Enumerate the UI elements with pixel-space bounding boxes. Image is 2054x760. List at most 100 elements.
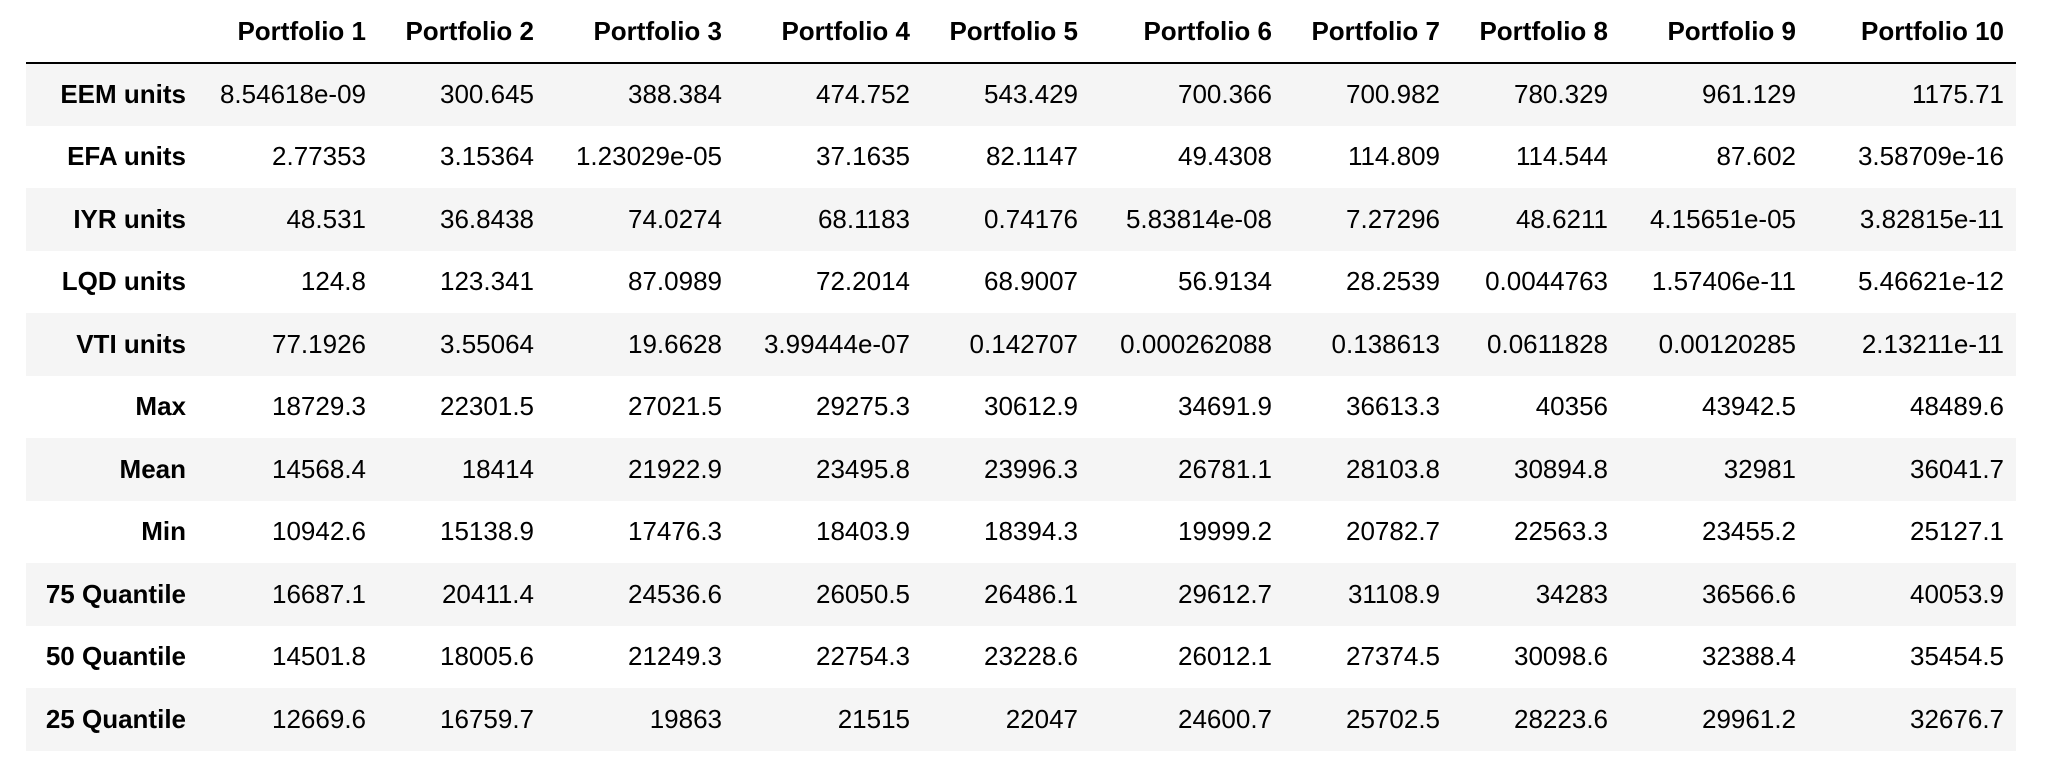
- table-cell: 19863: [649, 703, 722, 734]
- table-cell: 25702.5: [1346, 703, 1440, 734]
- column-header: Portfolio 3: [546, 0, 734, 64]
- table-cell: 28.2539: [1346, 266, 1440, 297]
- table-cell: 37.1635: [816, 141, 910, 172]
- table-cell: 77.1926: [272, 328, 366, 359]
- table-cell: 27021.5: [628, 391, 722, 422]
- table-cell: 26781.1: [1178, 453, 1272, 484]
- table-cell: 0.138613: [1331, 328, 1440, 359]
- column-header: Portfolio 7: [1284, 0, 1452, 64]
- table-row: Min 10942.6 15138.9 17476.3 18403.9 1839…: [26, 500, 2016, 563]
- table-cell: 29612.7: [1178, 578, 1272, 609]
- table-cell: 21515: [837, 703, 910, 734]
- table-cell: 961.129: [1702, 79, 1796, 110]
- row-label: 50 Quantile: [45, 641, 186, 672]
- table-cell: 27374.5: [1346, 641, 1440, 672]
- table-cell: 18005.6: [440, 641, 534, 672]
- table-cell: 26050.5: [816, 578, 910, 609]
- table-row: 25 Quantile 12669.6 16759.7 19863 21515 …: [26, 688, 2016, 751]
- table-cell: 43942.5: [1702, 391, 1796, 422]
- table-cell: 20782.7: [1346, 516, 1440, 547]
- table-row: EFA units 2.77353 3.15364 1.23029e-05 37…: [26, 125, 2016, 188]
- table-cell: 1175.71: [1911, 79, 2004, 110]
- table-cell: 22047: [1005, 703, 1078, 734]
- table-cell: 36041.7: [1910, 453, 2004, 484]
- table-cell: 22754.3: [816, 641, 910, 672]
- table-cell: 0.74176: [984, 203, 1078, 234]
- table-cell: 49.4308: [1178, 141, 1272, 172]
- table-cell: 3.82815e-11: [1859, 203, 2004, 234]
- table-cell: 32981: [1723, 453, 1796, 484]
- table-cell: 40356: [1535, 391, 1608, 422]
- table-cell: 0.00120285: [1658, 328, 1796, 359]
- table-cell: 68.1183: [817, 203, 910, 234]
- table-cell: 34691.9: [1178, 391, 1272, 422]
- portfolio-table: Portfolio 1 Portfolio 2 Portfolio 3 Port…: [26, 0, 2016, 751]
- column-header: Portfolio 10: [1808, 0, 2016, 64]
- table-cell: 123.341: [440, 266, 534, 297]
- row-label: EFA units: [67, 141, 186, 172]
- table-cell: 74.0274: [628, 203, 722, 234]
- table-cell: 82.1147: [985, 141, 1078, 172]
- table-cell: 35454.5: [1910, 641, 2004, 672]
- column-header: Portfolio 9: [1620, 0, 1808, 64]
- column-header: Portfolio 1: [198, 0, 378, 64]
- table-row: Max 18729.3 22301.5 27021.5 29275.3 3061…: [26, 375, 2016, 438]
- table-cell: 16687.1: [272, 578, 366, 609]
- table-cell: 18729.3: [272, 391, 366, 422]
- column-header: Portfolio 4: [734, 0, 922, 64]
- table-row: IYR units 48.531 36.8438 74.0274 68.1183…: [26, 188, 2016, 251]
- table-cell: 4.15651e-05: [1649, 203, 1796, 234]
- table-cell: 0.0611828: [1487, 328, 1608, 359]
- table-cell: 8.54618e-09: [219, 79, 366, 110]
- table-cell: 780.329: [1514, 79, 1608, 110]
- column-header: Portfolio 2: [378, 0, 546, 64]
- table-cell: 15138.9: [440, 516, 534, 547]
- table-cell: 24600.7: [1178, 703, 1272, 734]
- table-cell: 24536.6: [628, 578, 722, 609]
- table-cell: 3.15364: [440, 141, 534, 172]
- table-cell: 48489.6: [1910, 391, 2004, 422]
- row-label: Min: [141, 516, 186, 547]
- table-cell: 72.2014: [816, 266, 910, 297]
- table-cell: 17476.3: [628, 516, 722, 547]
- table-cell: 0.000262088: [1120, 328, 1272, 359]
- table-cell: 23455.2: [1702, 516, 1796, 547]
- table-cell: 36.8438: [440, 203, 534, 234]
- table-cell: 26486.1: [984, 578, 1078, 609]
- table-row: VTI units 77.1926 3.55064 19.6628 3.9944…: [26, 313, 2016, 376]
- table-cell: 3.99444e-07: [763, 328, 910, 359]
- table-cell: 114.809: [1347, 141, 1440, 172]
- table-cell: 5.83814e-08: [1125, 203, 1272, 234]
- table-row: 50 Quantile 14501.8 18005.6 21249.3 2275…: [26, 625, 2016, 688]
- table-cell: 28223.6: [1514, 703, 1608, 734]
- table-cell: 36613.3: [1346, 391, 1440, 422]
- table-cell: 21922.9: [628, 453, 722, 484]
- table-cell: 5.46621e-12: [1857, 266, 2004, 297]
- table-cell: 23228.6: [984, 641, 1078, 672]
- table-cell: 0.0044763: [1485, 266, 1608, 297]
- table-row: 75 Quantile 16687.1 20411.4 24536.6 2605…: [26, 563, 2016, 626]
- table-cell: 22301.5: [440, 391, 534, 422]
- table-cell: 23495.8: [816, 453, 910, 484]
- table-cell: 26012.1: [1178, 641, 1272, 672]
- table-cell: 28103.8: [1346, 453, 1440, 484]
- table-cell: 31108.9: [1347, 578, 1440, 609]
- table-cell: 19.6628: [628, 328, 722, 359]
- table-cell: 7.27296: [1346, 203, 1440, 234]
- table-cell: 19999.2: [1178, 516, 1272, 547]
- table-cell: 87.602: [1716, 141, 1796, 172]
- table-cell: 124.8: [300, 266, 366, 297]
- table-cell: 114.544: [1515, 141, 1608, 172]
- table-cell: 25127.1: [1910, 516, 2004, 547]
- column-header: Portfolio 5: [922, 0, 1090, 64]
- table-cell: 22563.3: [1514, 516, 1608, 547]
- table-cell: 32388.4: [1702, 641, 1796, 672]
- table-cell: 2.77353: [272, 141, 366, 172]
- header-row: Portfolio 1 Portfolio 2 Portfolio 3 Port…: [26, 0, 2016, 64]
- row-label: VTI units: [76, 328, 186, 359]
- table-cell: 48.531: [286, 203, 366, 234]
- table-cell: 474.752: [816, 79, 910, 110]
- table-cell: 300.645: [440, 79, 534, 110]
- table-cell: 1.57406e-11: [1651, 266, 1796, 297]
- table-cell: 700.366: [1178, 79, 1272, 110]
